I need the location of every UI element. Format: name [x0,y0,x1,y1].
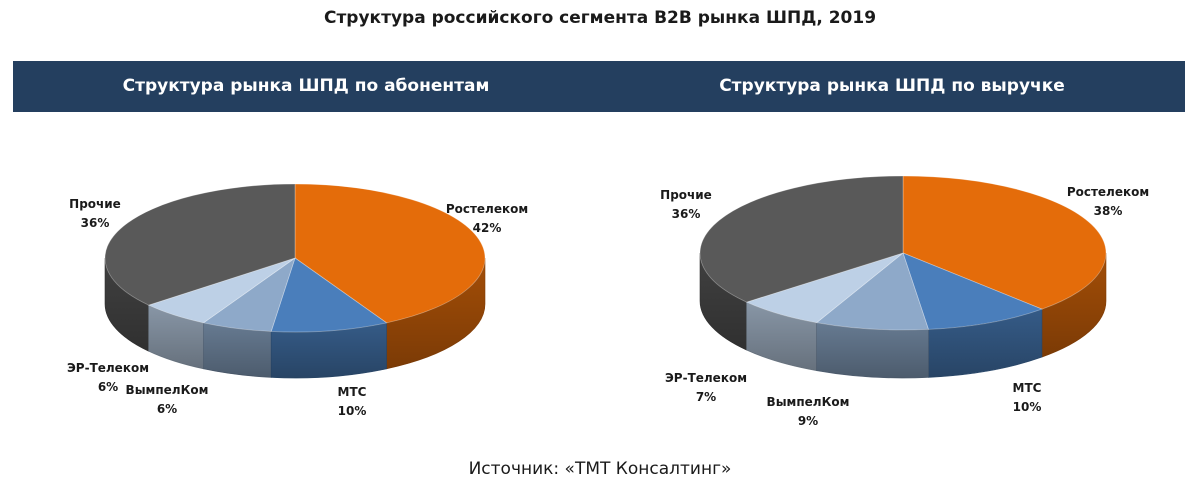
slice-label-vimpelcom: ВымпелКом [126,383,209,397]
slice-label-mts: МТС [338,385,367,399]
pie-side-walls [104,257,486,379]
pie-slice-side-shade-er-telecom [746,302,817,371]
slice-label-other: Прочие [69,197,121,211]
pie-slice-er-telecom [147,257,296,324]
chart-title-subscribers: Структура рынка ШПД по абонентам [122,76,490,96]
pie-chart-subscribers: Ростелеком 42% МТС 10% ВымпелКом 6% ЭР-Телеком… [67,183,528,418]
pie-slice-side-shade-vimpelcom [203,322,272,378]
pie-slice-er-telecom [745,252,904,324]
slice-value-vimpelcom: 9% [798,414,818,428]
slice-value-rostelecom: 38% [1094,204,1123,218]
slice-label-mts: МТС [1013,381,1042,395]
pie-slice-side-shade-er-telecom [148,305,204,369]
slice-value-er-telecom: 7% [696,390,716,404]
slice-value-vimpelcom: 6% [157,402,177,416]
slice-label-er-telecom: ЭР-Телеком [665,371,747,385]
slice-label-er-telecom: ЭР-Телеком [67,361,149,375]
chart-title-revenue: Структура рынка ШПД по выручке [719,76,1065,96]
pie-slice-side-shade-vimpelcom [816,322,929,378]
pie-slice-side-shade-rostelecom [386,258,485,369]
charts-header-bar: Структура рынка ШПД по абонентам Структу… [13,61,1185,112]
pie-slice-rostelecom [902,175,1107,310]
pie-chart-revenue: Ростелеком 38% МТС 10% ВымпелКом 9% ЭР-Телеком… [660,175,1149,428]
slice-value-other: 36% [672,207,701,221]
pie-slice-side-shade-other [105,258,149,352]
slice-label-other: Прочие [660,188,712,202]
source-note: Источник: «ТМТ Консалтинг» [468,459,732,479]
pie-slice-other [699,175,904,303]
pie-slice-other [104,183,296,306]
pie-slice-vimpelcom [202,256,296,332]
slice-value-mts: 10% [338,404,367,418]
pie-slice-side-shade-rostelecom [1041,253,1106,358]
pie-slice-vimpelcom [815,252,929,331]
pie-slice-mts [902,252,1044,330]
pie-side-walls [699,252,1107,379]
pie-slice-side-shade-other [700,253,747,351]
page-title: Структура российского сегмента B2B рынка… [323,8,877,28]
slice-value-other: 36% [81,216,110,230]
slice-value-mts: 10% [1013,400,1042,414]
slice-label-vimpelcom: ВымпелКом [767,395,850,409]
pie-slice-side-shade-mts [928,309,1042,378]
slice-value-rostelecom: 42% [473,221,502,235]
slice-label-rostelecom: Ростелеком [446,202,528,216]
pie-slice-side-shade-mts [271,322,387,378]
pie-slice-rostelecom [294,183,486,324]
pie-slice-mts [270,257,388,333]
slice-label-rostelecom: Ростелеком [1067,185,1149,199]
slice-value-er-telecom: 6% [98,380,118,394]
